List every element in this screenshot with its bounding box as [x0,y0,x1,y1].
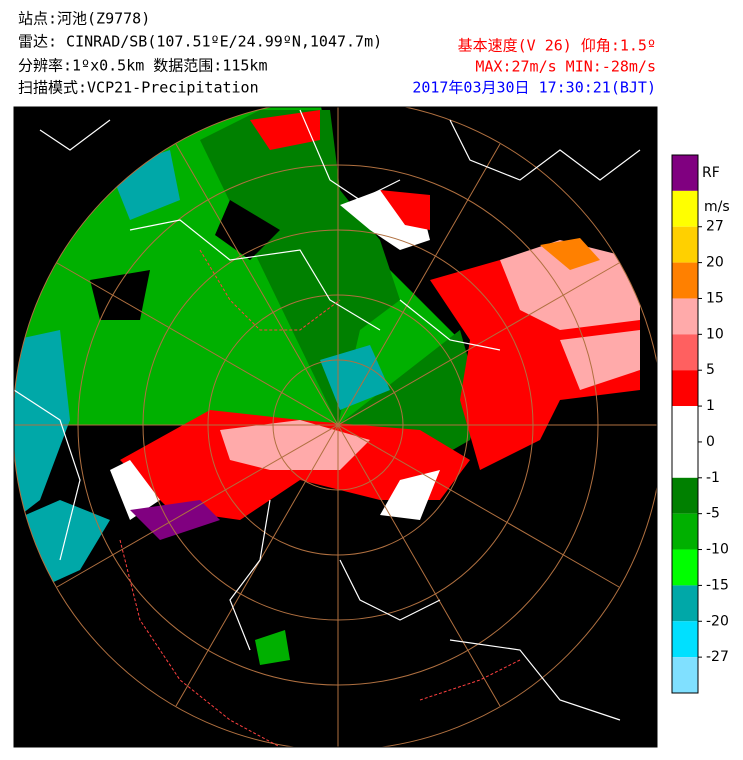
echo-pink [500,240,640,390]
legend-label: 0 [706,434,715,450]
echo-orange [540,238,600,270]
color-swatch [672,621,698,658]
color-swatch [672,406,698,442]
color-swatch [672,513,698,550]
legend-label: -10 [706,542,729,558]
echoes [14,107,640,665]
color-swatch [672,226,698,263]
legend-label: -1 [706,470,720,486]
legend-label: -27 [706,649,729,665]
colorbar-frame [671,154,699,694]
echo-pink [220,420,370,470]
echo-red [250,110,430,230]
color-swatch [672,370,698,407]
legend-label: 10 [706,326,724,342]
station: 站点:河池(Z9778) [18,10,150,28]
legend-label: 1 [706,398,715,414]
legend-label: 15 [706,290,724,306]
radar-map [14,107,657,747]
resolution: 分辨率:1ºx0.5km 数据范围:115km [18,57,268,75]
color-swatch [672,190,698,227]
legend-label: -15 [706,577,729,593]
legend-label: -5 [706,506,720,522]
echo-green [255,630,290,665]
range-rings [14,107,657,747]
color-swatch [672,155,698,191]
color-swatch [672,657,698,693]
legend-label: -20 [706,613,729,629]
color-swatch [672,298,698,335]
product: 基本速度(V 26) 仰角:1.5º [458,37,656,55]
color-swatch [672,477,698,514]
echo-white [110,460,440,520]
color-swatch [672,262,698,299]
rf-label: RF [702,165,720,181]
max-min: MAX:27m/s MIN:-28m/s [475,58,656,76]
color-swatch [672,334,698,371]
color-swatch [672,441,698,478]
echo-dark-green [200,110,400,425]
time: 2017年03月30日 17:30:21(BJT) [412,79,656,97]
color-swatch [672,585,698,622]
echo-gap [90,200,280,320]
radar-info: 雷达: CINRAD/SB(107.51ºE/24.99ºN,1047.7m) [18,33,382,51]
legend-label: 27 [706,219,724,235]
legend-label: 20 [706,255,724,271]
echo-purple [130,500,220,540]
legend-label: 5 [706,362,715,378]
scan-mode: 扫描模式:VCP21-Precipitation [18,79,259,97]
province-border [119,249,521,747]
unit-label: m/s [704,199,730,215]
color-swatch [672,549,698,586]
map-frame [13,106,658,748]
boundaries [14,109,641,721]
